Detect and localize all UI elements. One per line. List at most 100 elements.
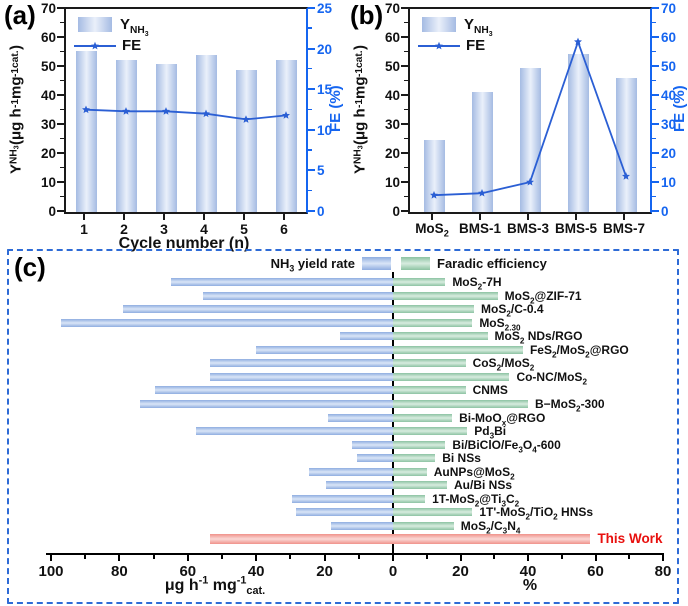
right-axis-tick bbox=[308, 7, 315, 9]
row-label: FeS2/MoS2@RGO bbox=[529, 342, 629, 360]
bottom-axis-tick-label: 40 bbox=[519, 563, 537, 580]
fe-point-star bbox=[242, 115, 250, 123]
right-axis-tick bbox=[652, 152, 659, 154]
right-axis-tick bbox=[652, 65, 659, 67]
right-axis-tick-label: 25 bbox=[317, 1, 333, 16]
right-axis-minor-tick bbox=[308, 149, 312, 151]
yield-bar bbox=[155, 386, 393, 395]
fe-bar bbox=[393, 291, 498, 300]
yield-bar bbox=[292, 494, 393, 503]
legend-line-label: FE bbox=[122, 37, 142, 54]
right-axis-minor-tick bbox=[308, 27, 312, 29]
left-axis-minor-tick bbox=[60, 166, 64, 168]
left-axis-tick-label: 70 bbox=[384, 1, 400, 16]
right-axis-tick bbox=[308, 169, 315, 172]
bottom-axis-minor-tick bbox=[493, 555, 496, 559]
left-axis-minor-tick bbox=[60, 21, 64, 23]
x-axis-tick bbox=[575, 214, 577, 220]
right-axis-minor-tick bbox=[652, 50, 656, 52]
left-axis-tick-label: 60 bbox=[384, 30, 400, 45]
left-axis-tick bbox=[57, 181, 64, 183]
legend-fe-swatch bbox=[401, 257, 430, 270]
right-axis-tick-label: 10 bbox=[661, 175, 677, 190]
legend-yield-label: NH3 yield rate bbox=[270, 256, 355, 274]
row-label: 1T-MoS2@Ti3C2 bbox=[432, 491, 520, 509]
fe-bar bbox=[393, 494, 426, 503]
fe-point-star bbox=[282, 111, 290, 119]
fe-bar bbox=[393, 454, 436, 463]
fe-bar bbox=[393, 427, 468, 436]
bottom-axis-minor-tick bbox=[221, 555, 223, 559]
bottom-axis-minor-tick bbox=[357, 555, 360, 559]
row-label: MoS2/C3N4 bbox=[460, 518, 521, 536]
yield-bar bbox=[75, 51, 97, 212]
fe-point-star bbox=[430, 190, 438, 199]
bottom-axis-tick-label: 80 bbox=[111, 563, 128, 580]
left-axis-tick bbox=[57, 36, 64, 38]
plot-area: YNH3 FE bbox=[64, 7, 308, 214]
legend-line-star bbox=[435, 41, 443, 50]
right-axis-tick-label: 5 bbox=[317, 163, 325, 179]
left-axis-minor-tick bbox=[60, 108, 64, 110]
row-label: CNMS bbox=[472, 383, 508, 398]
bottom-axis-tick bbox=[594, 555, 597, 561]
x-axis-category-label: 4 bbox=[200, 221, 208, 237]
right-axis-minor-tick bbox=[308, 108, 312, 110]
x-axis-category-label: BMS-1 bbox=[458, 221, 501, 236]
panel-c-letter: (c) bbox=[14, 252, 46, 282]
left-axis-tick bbox=[401, 94, 408, 96]
right-axis-tick bbox=[652, 7, 659, 9]
left-axis-tick bbox=[401, 7, 408, 9]
left-axis-minor-tick bbox=[60, 137, 64, 139]
yield-bar bbox=[357, 454, 393, 463]
left-axis-tick-label: 50 bbox=[40, 59, 56, 74]
yield-bar bbox=[423, 139, 445, 212]
row-label: MoS2/C-0.4 bbox=[481, 302, 544, 319]
left-axis-tick-label: 60 bbox=[40, 30, 56, 45]
left-axis-title: Y NH3 (μg h -1 mg -1 cat.) bbox=[351, 45, 369, 174]
left-axis-minor-tick bbox=[404, 50, 408, 52]
yield-bar bbox=[235, 69, 257, 212]
right-axis-minor-tick bbox=[652, 166, 656, 168]
yield-bar bbox=[519, 68, 541, 212]
left-axis-tick bbox=[401, 152, 408, 154]
fe-bar bbox=[393, 386, 466, 395]
right-axis-minor-tick bbox=[308, 189, 312, 192]
bottom-axis-line bbox=[46, 553, 664, 555]
bottom-axis-tick-label: 0 bbox=[388, 563, 398, 580]
row-label: B−MoS2-300 bbox=[535, 396, 605, 414]
bottom-axis-tick-label: 80 bbox=[654, 563, 672, 580]
yield-bar bbox=[195, 55, 217, 212]
yield-bar bbox=[170, 278, 393, 286]
left-axis-tick bbox=[57, 123, 64, 125]
yield-bar bbox=[115, 59, 137, 212]
row-label: CoS2/MoS2 bbox=[472, 356, 535, 373]
x-axis-category-label: BMS-7 bbox=[602, 221, 645, 236]
bottom-axis-minor-tick bbox=[152, 555, 155, 559]
left-axis-minor-tick bbox=[404, 79, 408, 81]
right-axis-tick bbox=[308, 128, 315, 131]
left-axis-tick-label: 10 bbox=[384, 175, 400, 190]
right-axis-title: FE (%) bbox=[327, 85, 344, 132]
x-axis-tick bbox=[623, 214, 625, 220]
plot-area: YNH3 FE bbox=[408, 7, 652, 214]
x-axis-tick bbox=[283, 214, 285, 220]
fe-line bbox=[82, 105, 290, 123]
row-label: Bi-MoOx@RGO bbox=[459, 410, 546, 427]
x-axis-tick bbox=[123, 214, 125, 220]
yield-bar bbox=[471, 92, 493, 212]
legend-fe-label: Faradic efficiency bbox=[437, 256, 547, 271]
legend-line-label: FE bbox=[466, 37, 486, 54]
legend-line-star bbox=[91, 41, 99, 50]
right-axis-tick bbox=[652, 94, 659, 96]
left-axis-tick bbox=[401, 181, 408, 183]
yield-bar bbox=[339, 332, 393, 341]
bottom-axis-minor-tick bbox=[289, 555, 292, 559]
bottom-axis-tick-label: 40 bbox=[247, 563, 265, 580]
bottom-axis-minor-tick bbox=[84, 555, 87, 559]
panel-c-dashed-border bbox=[7, 249, 679, 604]
yield-bar bbox=[309, 467, 393, 476]
right-axis-tick bbox=[308, 88, 315, 91]
x-axis-tick bbox=[431, 214, 433, 220]
